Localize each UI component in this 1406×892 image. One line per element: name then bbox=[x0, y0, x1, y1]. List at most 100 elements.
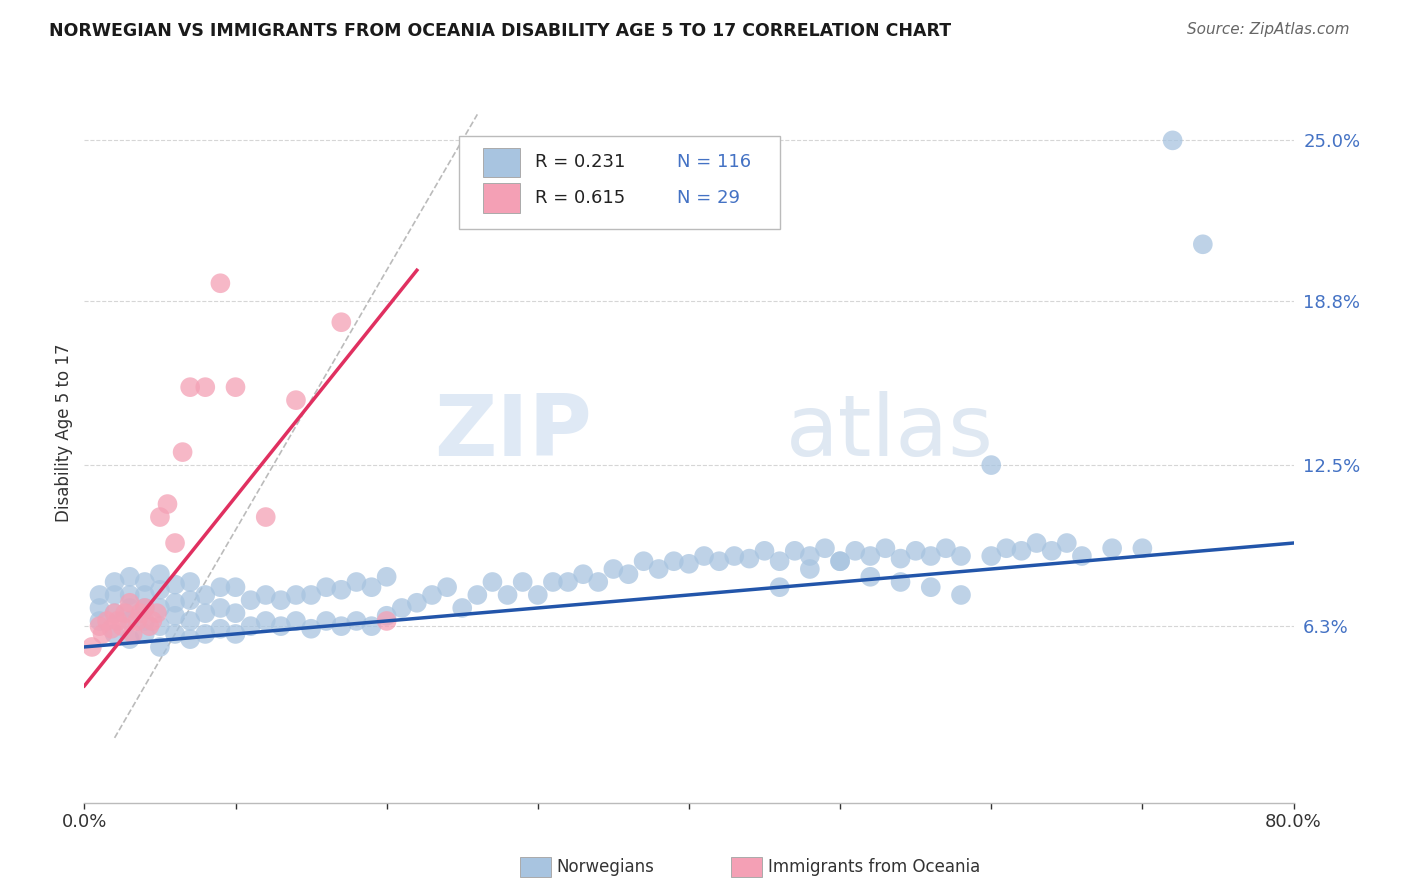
Point bbox=[1161, 133, 1184, 147]
Point bbox=[225, 580, 247, 594]
Point bbox=[406, 596, 429, 610]
Point bbox=[995, 541, 1018, 556]
Point bbox=[129, 606, 152, 620]
Point bbox=[96, 614, 118, 628]
Point bbox=[678, 557, 700, 571]
Point bbox=[134, 588, 156, 602]
Point bbox=[149, 510, 172, 524]
Point bbox=[467, 588, 489, 602]
Point bbox=[375, 614, 398, 628]
Point bbox=[512, 574, 534, 589]
Point bbox=[104, 627, 127, 641]
Point bbox=[299, 622, 322, 636]
Point bbox=[134, 627, 156, 641]
Point bbox=[209, 622, 232, 636]
Point bbox=[875, 541, 897, 556]
Point bbox=[179, 574, 201, 589]
Point bbox=[165, 608, 187, 623]
Point bbox=[194, 627, 217, 641]
Point bbox=[1101, 541, 1123, 556]
Point bbox=[1040, 544, 1063, 558]
FancyBboxPatch shape bbox=[484, 147, 520, 178]
Text: Source: ZipAtlas.com: Source: ZipAtlas.com bbox=[1187, 22, 1350, 37]
Point bbox=[149, 640, 172, 654]
Point bbox=[107, 614, 129, 628]
Point bbox=[104, 606, 127, 620]
Point bbox=[799, 549, 821, 563]
Point bbox=[1071, 549, 1094, 563]
Text: R = 0.231: R = 0.231 bbox=[536, 153, 626, 171]
Point bbox=[890, 551, 912, 566]
Point bbox=[127, 614, 149, 628]
Point bbox=[179, 380, 201, 394]
Point bbox=[165, 536, 187, 550]
Point bbox=[859, 549, 882, 563]
Point bbox=[254, 510, 277, 524]
Point bbox=[1130, 541, 1153, 556]
Point bbox=[830, 554, 852, 568]
Point bbox=[165, 627, 187, 641]
Point bbox=[814, 541, 837, 556]
Point bbox=[633, 554, 655, 568]
Point bbox=[436, 580, 458, 594]
Point bbox=[391, 601, 413, 615]
Point bbox=[346, 614, 368, 628]
Point bbox=[225, 380, 247, 394]
Point bbox=[830, 554, 852, 568]
Point bbox=[89, 601, 111, 615]
Point bbox=[330, 315, 353, 329]
Point bbox=[138, 619, 160, 633]
Text: R = 0.615: R = 0.615 bbox=[536, 189, 626, 207]
Point bbox=[89, 614, 111, 628]
Point bbox=[89, 619, 111, 633]
Point bbox=[738, 551, 761, 566]
Point bbox=[799, 562, 821, 576]
Point bbox=[980, 549, 1002, 563]
Point bbox=[541, 574, 564, 589]
Point bbox=[89, 588, 111, 602]
Point bbox=[950, 588, 973, 602]
Point bbox=[1025, 536, 1047, 550]
Point bbox=[723, 549, 745, 563]
Point bbox=[194, 380, 217, 394]
Point bbox=[662, 554, 685, 568]
Point bbox=[330, 582, 353, 597]
Point bbox=[141, 614, 163, 628]
Point bbox=[146, 606, 169, 620]
Point bbox=[299, 588, 322, 602]
Point bbox=[149, 619, 172, 633]
Point bbox=[149, 601, 172, 615]
Point bbox=[844, 544, 866, 558]
Point bbox=[118, 570, 141, 584]
Point bbox=[270, 593, 292, 607]
Point bbox=[209, 580, 232, 594]
Point bbox=[315, 614, 337, 628]
Text: NORWEGIAN VS IMMIGRANTS FROM OCEANIA DISABILITY AGE 5 TO 17 CORRELATION CHART: NORWEGIAN VS IMMIGRANTS FROM OCEANIA DIS… bbox=[49, 22, 952, 40]
Point bbox=[375, 608, 398, 623]
Point bbox=[1056, 536, 1078, 550]
Point bbox=[481, 574, 503, 589]
Point bbox=[149, 567, 172, 582]
Point bbox=[121, 627, 143, 641]
Point bbox=[91, 627, 114, 641]
Point bbox=[1192, 237, 1215, 252]
Point bbox=[194, 588, 217, 602]
Point bbox=[769, 580, 792, 594]
Point bbox=[617, 567, 640, 582]
Point bbox=[588, 574, 610, 589]
Text: Immigrants from Oceania: Immigrants from Oceania bbox=[768, 858, 980, 876]
Point bbox=[111, 619, 134, 633]
Point bbox=[104, 606, 127, 620]
Point bbox=[1011, 544, 1033, 558]
Point bbox=[602, 562, 624, 576]
Point bbox=[375, 570, 398, 584]
Point bbox=[285, 588, 308, 602]
Point bbox=[156, 497, 179, 511]
Point bbox=[194, 606, 217, 620]
Point bbox=[572, 567, 595, 582]
Point bbox=[134, 574, 156, 589]
Point bbox=[225, 627, 247, 641]
Point bbox=[172, 445, 194, 459]
Point bbox=[285, 393, 308, 408]
Point bbox=[693, 549, 716, 563]
